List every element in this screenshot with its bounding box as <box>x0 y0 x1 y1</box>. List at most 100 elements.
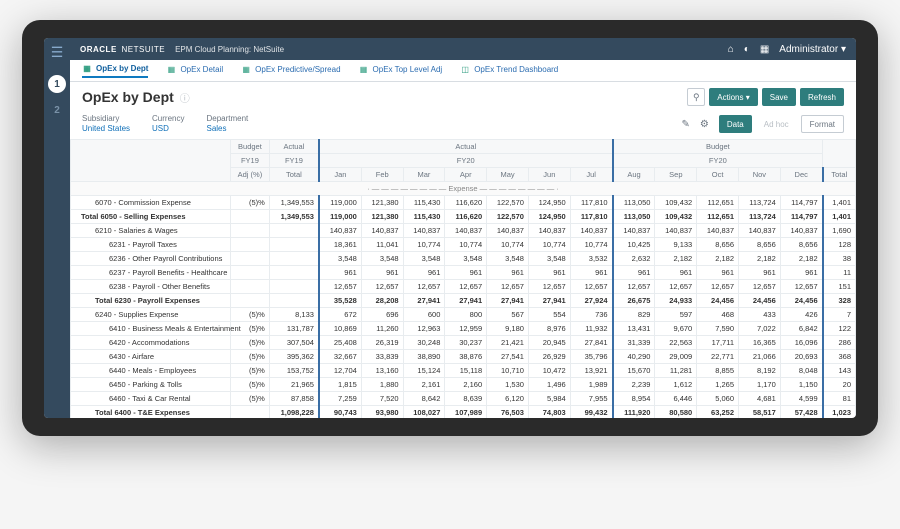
format-toggle[interactable]: Format <box>801 115 844 133</box>
cell[interactable]: 114,797 <box>780 195 822 209</box>
cell-adj[interactable]: (5)% <box>231 307 270 321</box>
cell[interactable]: 468 <box>697 307 739 321</box>
cell[interactable]: 151 <box>823 279 856 293</box>
cell[interactable]: 11,260 <box>361 321 403 335</box>
table-row[interactable]: 6440 - Meals - Employees(5)%153,75212,70… <box>71 363 856 377</box>
cell-adj[interactable]: (5)% <box>231 195 270 209</box>
cell[interactable]: 131,787 <box>269 321 319 335</box>
data-toggle[interactable]: Data <box>719 115 752 133</box>
cell-adj[interactable] <box>231 265 270 279</box>
cell[interactable]: 12,657 <box>528 279 570 293</box>
cell[interactable]: 5,060 <box>697 391 739 405</box>
cell[interactable]: 1,401 <box>823 195 856 209</box>
cell[interactable]: 961 <box>403 265 445 279</box>
table-row[interactable]: 6070 - Commission Expense(5)%1,349,55311… <box>71 195 856 209</box>
cell[interactable]: 11,932 <box>570 321 612 335</box>
cell-adj[interactable] <box>231 405 270 418</box>
cell[interactable]: 12,657 <box>739 279 781 293</box>
cell[interactable]: 12,657 <box>487 279 529 293</box>
cell[interactable]: 8,639 <box>445 391 487 405</box>
cell[interactable]: 80,580 <box>655 405 697 418</box>
cell[interactable]: 140,837 <box>487 223 529 237</box>
cell[interactable]: 1,815 <box>319 377 361 391</box>
cell[interactable]: 1,401 <box>823 209 856 223</box>
cell[interactable]: 12,657 <box>780 279 822 293</box>
cell[interactable]: 24,933 <box>655 293 697 307</box>
table-row[interactable]: 6236 - Other Payroll Contributions3,5483… <box>71 251 856 265</box>
cell[interactable]: 116,620 <box>445 195 487 209</box>
cell[interactable]: 12,657 <box>403 279 445 293</box>
cell[interactable]: 140,837 <box>655 223 697 237</box>
cell[interactable]: 31,339 <box>613 335 655 349</box>
cell[interactable]: 115,430 <box>403 209 445 223</box>
cell[interactable]: 38,876 <box>445 349 487 363</box>
cell[interactable]: 121,380 <box>361 195 403 209</box>
cell[interactable]: 87,858 <box>269 391 319 405</box>
cell[interactable]: 27,941 <box>528 293 570 307</box>
cell[interactable]: 800 <box>445 307 487 321</box>
cell[interactable]: 30,237 <box>445 335 487 349</box>
cell[interactable]: 10,774 <box>445 237 487 251</box>
cell[interactable]: 2,632 <box>613 251 655 265</box>
cell[interactable]: 7 <box>823 307 856 321</box>
cell[interactable]: 112,651 <box>697 195 739 209</box>
cell[interactable]: 12,657 <box>655 279 697 293</box>
cell[interactable]: 63,252 <box>697 405 739 418</box>
cell[interactable]: 122,570 <box>487 209 529 223</box>
cell[interactable]: 961 <box>739 265 781 279</box>
cell[interactable]: 10,869 <box>319 321 361 335</box>
cell[interactable]: 113,050 <box>613 209 655 223</box>
cell[interactable]: 140,837 <box>780 223 822 237</box>
cell[interactable]: 90,743 <box>319 405 361 418</box>
cell[interactable]: 21,421 <box>487 335 529 349</box>
cell[interactable]: 961 <box>697 265 739 279</box>
cell[interactable]: 9,180 <box>487 321 529 335</box>
cell[interactable]: 24,456 <box>780 293 822 307</box>
table-row[interactable]: 6410 - Business Meals & Entertainment(5)… <box>71 321 856 335</box>
cell[interactable]: 961 <box>780 265 822 279</box>
cell[interactable]: 7,022 <box>739 321 781 335</box>
cell[interactable]: 9,670 <box>655 321 697 335</box>
cell-adj[interactable] <box>231 223 270 237</box>
cell[interactable]: 12,657 <box>361 279 403 293</box>
cell[interactable]: 119,000 <box>319 209 361 223</box>
cell[interactable]: 27,941 <box>487 293 529 307</box>
edit-icon[interactable]: ✎ <box>681 119 689 130</box>
cell[interactable]: 368 <box>823 349 856 363</box>
cell[interactable]: 328 <box>823 293 856 307</box>
cell[interactable]: 8,048 <box>780 363 822 377</box>
table-row[interactable]: 6420 - Accommodations(5)%307,50425,40826… <box>71 335 856 349</box>
cell[interactable]: 13,921 <box>570 363 612 377</box>
cell[interactable]: 12,657 <box>697 279 739 293</box>
cell[interactable] <box>269 279 319 293</box>
cell[interactable]: 140,837 <box>361 223 403 237</box>
search-icon[interactable]: ⚲ <box>687 88 705 106</box>
cell[interactable]: 76,503 <box>487 405 529 418</box>
cell[interactable]: 16,096 <box>780 335 822 349</box>
cell[interactable]: 2,182 <box>739 251 781 265</box>
cell[interactable]: 3,548 <box>319 251 361 265</box>
cell[interactable]: 696 <box>361 307 403 321</box>
cell[interactable]: 11,281 <box>655 363 697 377</box>
cell[interactable]: 395,362 <box>269 349 319 363</box>
cell[interactable]: 108,027 <box>403 405 445 418</box>
cell[interactable]: 21,066 <box>739 349 781 363</box>
table-row[interactable]: Total 6230 - Payroll Expenses35,52828,20… <box>71 293 856 307</box>
table-row[interactable]: 6210 - Salaries & Wages140,837140,837140… <box>71 223 856 237</box>
cell[interactable]: 6,120 <box>487 391 529 405</box>
cell[interactable]: 140,837 <box>403 223 445 237</box>
cell[interactable]: 124,950 <box>528 209 570 223</box>
cell[interactable]: 122,570 <box>487 195 529 209</box>
cell[interactable]: 5,984 <box>528 391 570 405</box>
cell[interactable]: 99,432 <box>570 405 612 418</box>
cell[interactable]: 58,517 <box>739 405 781 418</box>
cell[interactable]: 113,724 <box>739 195 781 209</box>
cell[interactable]: 10,710 <box>487 363 529 377</box>
cell[interactable]: 20,693 <box>780 349 822 363</box>
cell[interactable]: 2,182 <box>655 251 697 265</box>
cell-adj[interactable]: (5)% <box>231 349 270 363</box>
cell[interactable]: 28,208 <box>361 293 403 307</box>
cell[interactable]: 1,349,553 <box>269 195 319 209</box>
cell[interactable]: 12,657 <box>445 279 487 293</box>
cell[interactable]: 7,259 <box>319 391 361 405</box>
